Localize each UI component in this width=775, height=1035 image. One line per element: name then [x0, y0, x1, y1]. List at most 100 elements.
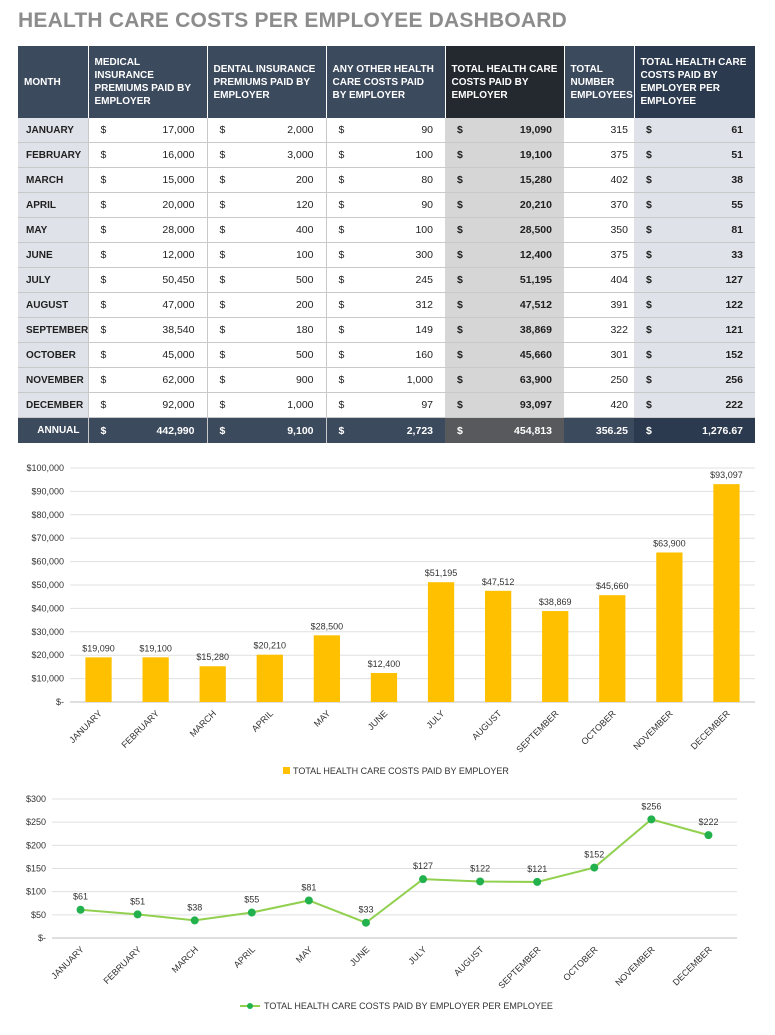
per-employee-cell-inner: $61: [640, 124, 749, 136]
cell-value: 90: [421, 199, 433, 211]
dental-cell-inner: $180: [214, 324, 320, 336]
medical-cell: $15,000: [87, 167, 207, 193]
x-tick-label: JULY: [406, 944, 428, 966]
currency-symbol: $: [338, 349, 345, 361]
medical-cell-inner: $28,000: [95, 224, 201, 236]
cell-value: 47,000: [162, 299, 195, 311]
cell-value: 100: [415, 224, 433, 236]
medical-cell: $47,000: [87, 292, 207, 318]
x-tick-label: AUGUST: [452, 944, 486, 978]
currency-symbol: $: [457, 299, 463, 311]
total-cell: $28,500: [445, 217, 564, 243]
line-point: [476, 877, 485, 886]
medical-cell: $12,000: [87, 242, 207, 268]
total-cell-inner: $20,210: [451, 199, 558, 211]
other-cell: $2,723: [325, 417, 445, 443]
point-data-label: $55: [244, 895, 259, 905]
month-cell: APRIL: [18, 192, 88, 218]
total-cell: $51,195: [445, 267, 564, 293]
cell-value: 45,000: [162, 349, 195, 361]
x-tick-label: AUGUST: [470, 708, 504, 742]
bar-data-label: $45,660: [596, 581, 629, 591]
dental-cell-inner: $120: [214, 199, 320, 211]
per-employee-cell-inner: $51: [640, 149, 749, 161]
medical-cell: $45,000: [87, 342, 207, 368]
dental-cell-inner: $3,000: [214, 149, 320, 161]
cell-value: 900: [295, 374, 314, 386]
bar: [85, 657, 112, 702]
other-cell-inner: $160: [333, 349, 440, 361]
employees-cell: 370: [564, 192, 634, 218]
cell-value: 55: [731, 199, 743, 211]
employees-cell: 356.25: [564, 417, 634, 443]
legend-label: TOTAL HEALTH CARE COSTS PAID BY EMPLOYER…: [264, 1001, 553, 1011]
currency-symbol: $: [457, 249, 463, 261]
cell-value: 2,000: [287, 124, 314, 136]
point-data-label: $51: [130, 896, 145, 906]
cell-value: 442,990: [156, 424, 195, 437]
header-dental: DENTAL INSURANCE PREMIUMS PAID BY EMPLOY…: [207, 46, 327, 118]
currency-symbol: $: [646, 149, 652, 161]
total-cell: $93,097: [445, 392, 564, 418]
other-cell-inner: $245: [333, 274, 440, 286]
x-tick-label: DECEMBER: [671, 944, 714, 987]
cell-value: 38,869: [519, 324, 552, 336]
x-tick-label: NOVEMBER: [613, 944, 657, 988]
dental-cell: $180: [206, 317, 326, 343]
x-tick-label: JANUARY: [49, 944, 86, 981]
cell-value: 160: [415, 349, 433, 361]
x-tick-label: FEBRUARY: [119, 708, 161, 750]
cell-value: 16,000: [162, 149, 195, 161]
cell-value: 63,900: [519, 374, 552, 386]
currency-symbol: $: [646, 374, 652, 386]
cell-value: 51,195: [519, 274, 552, 286]
x-tick-label: SEPTEMBER: [496, 944, 543, 991]
per-employee-cell: $127: [634, 267, 755, 293]
employees-cell: 315: [564, 118, 634, 143]
cell-value: 45,660: [519, 349, 552, 361]
currency-symbol: $: [646, 399, 652, 411]
per-employee-cell: $33: [634, 242, 755, 268]
cell-value: 200: [295, 174, 314, 186]
per-employee-cell-inner: $55: [640, 199, 749, 211]
currency-symbol: $: [457, 399, 463, 411]
line-point: [361, 918, 370, 927]
currency-symbol: $: [646, 174, 652, 186]
medical-cell-inner: $50,450: [95, 274, 201, 286]
dental-cell-inner: $400: [214, 224, 320, 236]
x-tick-label: APRIL: [250, 708, 275, 733]
month-cell: JUNE: [18, 242, 88, 268]
cell-value: 500: [295, 274, 314, 286]
currency-symbol: $: [457, 349, 463, 361]
cell-value: 312: [415, 299, 433, 311]
table-row: APRIL $20,000 $120 $90 $20,210 370 $55: [18, 192, 755, 218]
bar-data-label: $47,512: [482, 577, 515, 587]
currency-symbol: $: [219, 374, 226, 386]
cell-value: 2,723: [406, 424, 433, 437]
dental-cell: $1,000: [206, 392, 326, 418]
currency-symbol: $: [100, 149, 107, 161]
bar: [142, 657, 169, 702]
point-data-label: $122: [470, 863, 490, 873]
cell-value: 51: [731, 149, 743, 161]
employees-cell: 375: [564, 142, 634, 168]
other-cell: $312: [325, 292, 445, 318]
y-tick-label: $50,000: [31, 580, 64, 590]
currency-symbol: $: [338, 399, 345, 411]
y-tick-label: $-: [56, 697, 64, 707]
x-tick-label: DECEMBER: [689, 708, 732, 751]
y-tick-label: $100,000: [26, 463, 64, 473]
currency-symbol: $: [457, 274, 463, 286]
other-cell: $300: [325, 242, 445, 268]
currency-symbol: $: [457, 324, 463, 336]
currency-symbol: $: [219, 174, 226, 186]
cell-value: 20,000: [162, 199, 195, 211]
cell-value: 180: [295, 324, 314, 336]
medical-cell-inner: $92,000: [95, 399, 201, 411]
medical-cell: $442,990: [87, 417, 207, 443]
total-cell-inner: $63,900: [451, 374, 558, 386]
y-tick-label: $70,000: [31, 533, 64, 543]
cell-value: 300: [415, 249, 433, 261]
line-point: [190, 916, 199, 925]
cell-value: 500: [295, 349, 314, 361]
